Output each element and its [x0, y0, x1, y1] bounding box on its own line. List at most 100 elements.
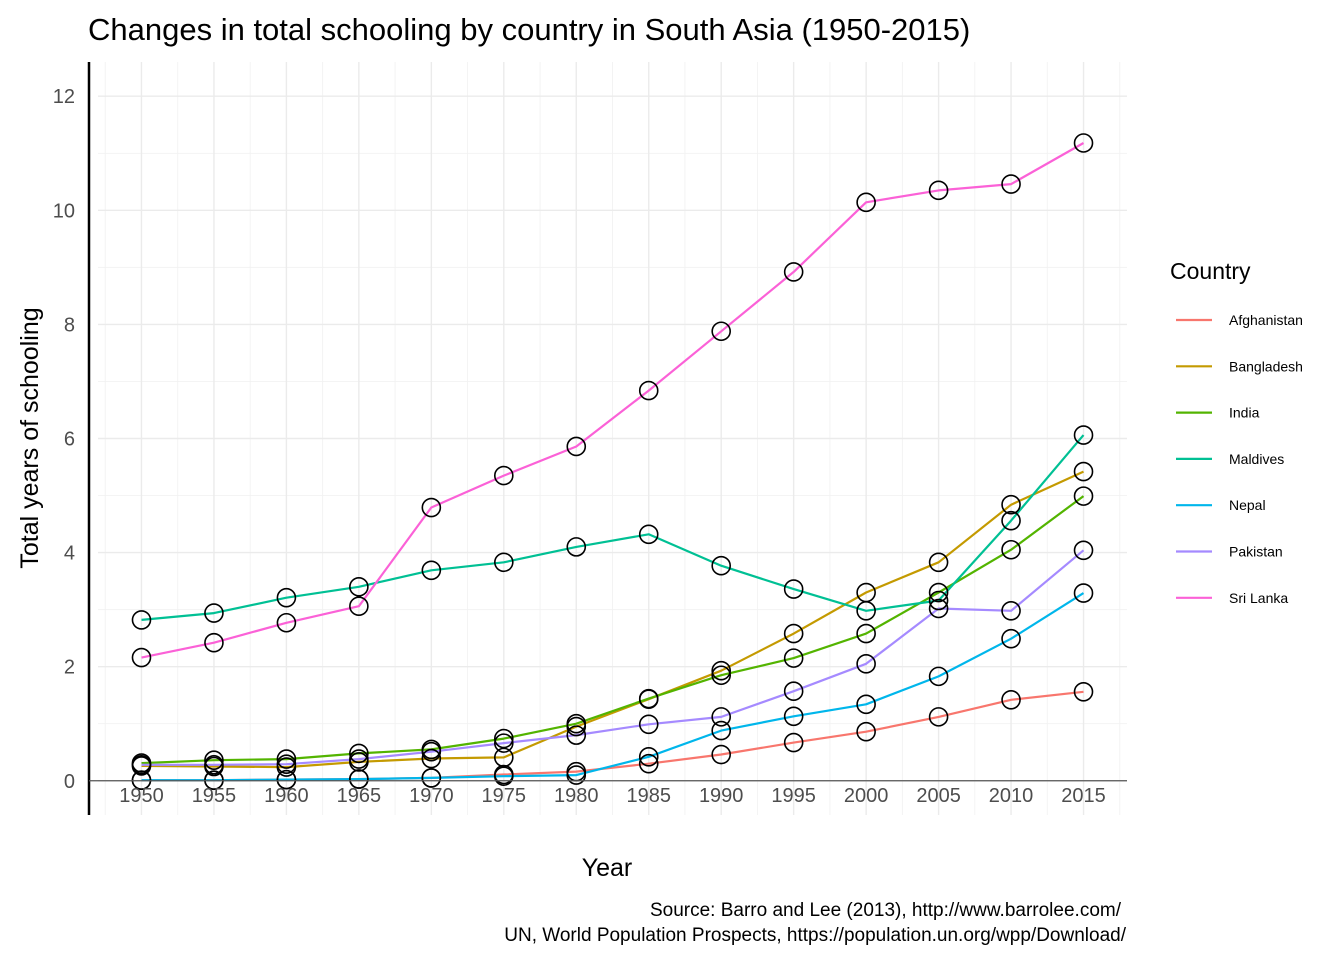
data-point-pakistan [1073, 540, 1094, 561]
data-point-sri-lanka [421, 497, 442, 518]
data-point-india [494, 728, 514, 749]
data-point-sri-lanka [1001, 174, 1021, 194]
data-point-maldives [494, 552, 514, 573]
data-point-pakistan [494, 733, 514, 753]
data-point-sri-lanka [131, 647, 152, 668]
data-point-nepal [349, 769, 369, 789]
y-tick-label: 8 [64, 314, 75, 336]
series-layer [131, 133, 1094, 791]
data-point-pakistan [638, 714, 659, 735]
data-point-india [856, 623, 876, 644]
data-point-maldives [638, 524, 659, 545]
data-point-maldives [349, 577, 369, 597]
y-tick-label: 2 [64, 657, 75, 679]
data-point-india [1073, 486, 1094, 506]
data-point-bangladesh [711, 660, 731, 681]
y-tick-label: 4 [64, 543, 75, 565]
data-point-pakistan [131, 754, 152, 775]
caption-line-2: UN, World Population Prospects, https://… [504, 925, 1126, 946]
data-point-pakistan [566, 725, 587, 745]
legend-title: Country [1170, 258, 1251, 284]
series-line-maldives [141, 434, 1085, 621]
data-point-maldives [711, 555, 731, 576]
x-tick-label: 1990 [699, 785, 744, 807]
data-point-nepal [276, 769, 297, 790]
x-tick-label: 1955 [192, 785, 237, 807]
x-axis-title: Year [582, 854, 633, 882]
y-tick-label: 0 [64, 771, 75, 793]
data-point-maldives [1073, 425, 1094, 445]
data-point-afghanistan [1001, 689, 1021, 710]
data-point-nepal [856, 694, 876, 715]
data-point-nepal [1073, 583, 1094, 603]
data-point-afghanistan [1073, 681, 1094, 702]
data-point-nepal [494, 766, 514, 787]
data-point-nepal [421, 768, 442, 788]
data-point-maldives [131, 610, 152, 630]
data-point-maldives [204, 603, 224, 623]
data-point-sri-lanka [711, 321, 731, 342]
data-point-pakistan [276, 754, 297, 775]
data-point-nepal [928, 666, 949, 687]
legend-label-bangladesh: Bangladesh [1229, 358, 1303, 374]
data-point-maldives [1001, 510, 1021, 531]
data-point-sri-lanka [349, 596, 369, 617]
data-point-india [566, 713, 587, 734]
series-line-nepal [141, 592, 1085, 782]
x-tick-label: 1950 [119, 785, 164, 807]
y-tick-label: 10 [53, 200, 75, 222]
data-point-nepal [711, 720, 731, 741]
data-point-maldives [421, 560, 442, 581]
data-point-nepal [566, 765, 587, 785]
x-tick-label: 1975 [482, 785, 527, 807]
data-point-maldives [928, 590, 949, 611]
data-point-india [711, 665, 731, 686]
legend: Country Afghanistan Bangladesh India Maldiv… [1170, 258, 1303, 606]
data-point-afghanistan [928, 707, 949, 727]
data-point-afghanistan [856, 721, 876, 742]
legend-label-afghanistan: Afghanistan [1229, 312, 1303, 328]
data-point-nepal [1001, 628, 1021, 649]
data-point-sri-lanka [494, 465, 514, 486]
y-tick-label: 12 [53, 86, 75, 108]
chart-title: Changes in total schooling by country in… [88, 12, 970, 47]
data-point-india [638, 688, 659, 709]
x-tick-label: 1960 [264, 785, 309, 807]
data-point-afghanistan [711, 744, 731, 765]
x-tick-label: 2015 [1061, 785, 1106, 807]
data-point-sri-lanka [783, 262, 804, 282]
grid [98, 62, 1127, 815]
data-point-bangladesh [494, 747, 514, 768]
data-point-maldives [276, 587, 297, 608]
data-point-bangladesh [1073, 461, 1094, 482]
data-point-nepal [638, 747, 659, 767]
data-point-bangladesh [1001, 494, 1021, 515]
data-point-sri-lanka [276, 612, 297, 633]
legend-label-maldives: Maldives [1229, 451, 1284, 467]
data-point-pakistan [204, 754, 224, 775]
caption-line-1: Source: Barro and Lee (2013), http://www… [650, 900, 1122, 921]
data-point-sri-lanka [1073, 133, 1094, 153]
data-point-india [783, 648, 804, 668]
data-point-india [276, 749, 297, 769]
data-point-sri-lanka [566, 436, 587, 457]
data-point-afghanistan [638, 753, 659, 774]
data-point-india [204, 750, 224, 771]
x-tick-label: 2005 [916, 785, 961, 807]
axes: 1950 1955 1960 1965 1970 1975 1980 1985 1990 1995… [53, 62, 1127, 815]
x-tick-label: 1985 [626, 785, 671, 807]
data-point-sri-lanka [638, 380, 659, 401]
data-point-bangladesh [783, 623, 804, 644]
data-point-bangladesh [928, 552, 949, 573]
data-point-india [928, 582, 949, 603]
series-line-pakistan [141, 549, 1085, 766]
x-tick-label: 1965 [337, 785, 382, 807]
data-point-maldives [566, 537, 587, 557]
data-point-pakistan [928, 598, 949, 619]
data-point-pakistan [421, 741, 442, 762]
data-point-bangladesh [421, 748, 442, 769]
series-line-sri-lanka [141, 142, 1085, 659]
x-tick-label: 1970 [409, 785, 454, 807]
x-tick-label: 2000 [844, 785, 889, 807]
